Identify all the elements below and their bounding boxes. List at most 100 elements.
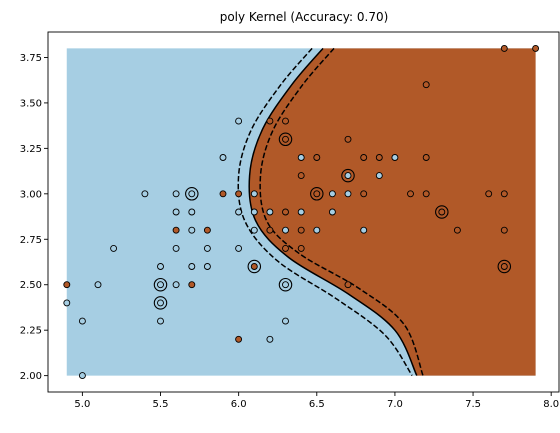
data-point [532, 44, 540, 52]
data-point [219, 154, 227, 161]
data-point [235, 190, 243, 198]
data-point [297, 154, 305, 161]
data-point [313, 190, 321, 198]
data-point [282, 226, 289, 234]
data-point [63, 299, 71, 307]
data-point [485, 190, 493, 198]
data-point [297, 226, 305, 234]
data-point [157, 263, 164, 270]
data-point [235, 208, 243, 216]
data-point [235, 244, 243, 252]
margin-line-lower [237, 47, 413, 377]
data-point [78, 372, 86, 380]
data-point [360, 154, 368, 161]
y-tick-label: 2.00 [20, 371, 42, 382]
data-point [141, 190, 149, 198]
decision-regions [66, 48, 536, 376]
support-vector-ring [278, 277, 293, 292]
x-tick-label: 7.0 [387, 399, 403, 410]
data-point [391, 154, 399, 161]
data-point [172, 190, 180, 198]
data-point [344, 172, 352, 180]
support-vector-ring [497, 259, 512, 274]
data-point [172, 226, 180, 234]
data-point [235, 117, 243, 125]
data-point [422, 190, 430, 198]
data-point [344, 190, 352, 198]
data-point [344, 281, 352, 289]
data-point [282, 208, 289, 216]
data-point [282, 317, 289, 325]
data-point [422, 154, 430, 161]
data-point [78, 317, 86, 325]
data-point [344, 135, 352, 143]
data-point [266, 335, 274, 343]
data-point [110, 244, 118, 252]
data-point [63, 281, 71, 289]
support-vector-ring [153, 277, 168, 292]
data-point [266, 226, 274, 234]
y-tick-label: 3.00 [20, 189, 42, 200]
data-point [157, 281, 164, 289]
plot-frame [47, 31, 560, 393]
data-points [63, 44, 540, 380]
data-point [282, 281, 289, 289]
data-point [250, 208, 258, 216]
data-point [219, 190, 227, 198]
data-point [313, 226, 321, 234]
y-tick-label: 3.75 [20, 53, 42, 64]
data-point [157, 299, 164, 307]
data-point [297, 172, 305, 180]
support-vector-ring [341, 168, 355, 183]
data-point [297, 244, 305, 252]
y-tick-label: 2.25 [20, 326, 42, 337]
data-point [360, 226, 368, 234]
data-point [407, 190, 414, 198]
x-tick-label: 7.5 [465, 399, 481, 410]
data-point [203, 244, 211, 252]
y-tick-label: 3.25 [20, 144, 42, 155]
data-point [500, 263, 508, 270]
data-point [375, 154, 383, 161]
data-point [203, 263, 211, 270]
data-point [266, 208, 274, 216]
data-point [266, 117, 274, 125]
data-point [188, 263, 196, 270]
data-point [172, 244, 180, 252]
support-vector-ring [278, 132, 293, 147]
data-point [282, 135, 289, 143]
support-vectors [153, 132, 512, 310]
data-point [172, 281, 180, 289]
data-point [188, 226, 196, 234]
data-point [203, 226, 211, 234]
data-point [235, 335, 243, 343]
data-point [250, 226, 258, 234]
x-tick-label: 6.5 [309, 399, 325, 410]
support-vector-ring [247, 259, 262, 274]
data-point [172, 208, 180, 216]
data-point [360, 190, 368, 198]
data-point [282, 244, 289, 252]
support-vector-ring [435, 205, 449, 219]
data-point [188, 190, 196, 198]
data-point [328, 190, 336, 198]
region-class-1 [249, 48, 536, 376]
data-point [250, 263, 258, 270]
data-point [250, 190, 258, 198]
y-tick-label: 2.50 [20, 280, 42, 291]
x-tick-label: 5.5 [153, 399, 169, 410]
data-point [438, 208, 446, 216]
boundary-lines [237, 47, 424, 377]
decision-boundary-line [248, 47, 418, 376]
x-tick-label: 5.0 [74, 399, 90, 410]
y-tick-label: 2.75 [20, 235, 42, 246]
data-point [188, 281, 196, 289]
support-vector-ring [310, 187, 324, 201]
data-point [500, 190, 508, 198]
data-point [94, 281, 102, 289]
data-point [375, 172, 383, 180]
x-axis: 5.0 5.5 6.0 6.5 7.0 7.5 8.0 [74, 392, 559, 410]
data-point [453, 226, 461, 234]
data-point [297, 208, 305, 216]
